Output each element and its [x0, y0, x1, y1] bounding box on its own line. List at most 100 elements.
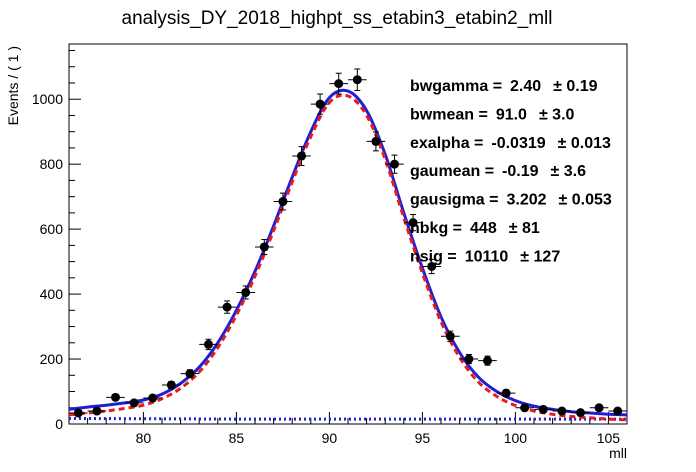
x-tick-label: 85	[229, 430, 245, 446]
param-value: 91.0	[496, 106, 527, 123]
data-marker	[315, 99, 325, 109]
param-value: 3.202	[506, 192, 546, 209]
data-point	[69, 408, 88, 418]
data-point	[403, 214, 423, 232]
x-axis-label: mll	[609, 445, 627, 461]
data-point	[162, 380, 181, 390]
data-marker	[501, 388, 511, 398]
y-axis: 0 200 400 600 800 1000	[32, 49, 81, 432]
param-error: ± 0.19	[553, 78, 597, 95]
fit-parameter-row: nsig = 10110 ± 127	[410, 248, 560, 265]
data-point	[571, 408, 590, 418]
param-value: 10110	[465, 248, 509, 265]
data-marker	[613, 406, 623, 416]
fit-curves	[68, 88, 628, 422]
data-point	[348, 68, 367, 91]
param-name: nsig =	[410, 248, 457, 265]
param-value: -0.0319	[491, 135, 545, 152]
data-marker	[92, 406, 102, 416]
data-point	[292, 146, 311, 166]
x-tick-label: 100	[504, 430, 528, 446]
fit-parameter-row: exalpha = -0.0319 ± 0.013	[410, 135, 611, 152]
param-error: ± 81	[509, 220, 540, 237]
data-marker	[390, 159, 399, 169]
fit-parameter-row: nbkg = 448 ± 81	[410, 220, 540, 237]
data-marker	[148, 393, 158, 403]
data-points	[69, 68, 627, 418]
param-error: ± 0.013	[558, 135, 611, 152]
signal-curve	[68, 93, 628, 422]
data-point	[217, 300, 237, 314]
x-tick-label: 90	[322, 430, 338, 446]
y-tick-label: 1000	[32, 91, 63, 107]
data-marker	[278, 197, 288, 207]
background-curve	[68, 417, 627, 421]
data-point	[273, 192, 293, 211]
param-value: -0.19	[502, 163, 539, 180]
data-point	[552, 406, 572, 416]
param-value: 2.40	[510, 78, 541, 95]
data-marker	[520, 403, 530, 413]
data-point	[329, 72, 348, 95]
fit-parameter-row: gaumean = -0.19 ± 3.6	[410, 163, 586, 180]
data-marker	[73, 408, 83, 418]
y-tick-label: 200	[40, 351, 64, 367]
plot-frame	[68, 43, 628, 425]
data-marker	[483, 356, 492, 366]
data-point	[124, 398, 144, 408]
data-marker	[464, 354, 474, 364]
y-tick-label: 600	[40, 221, 64, 237]
data-marker	[129, 398, 139, 408]
data-marker	[166, 380, 176, 390]
data-point	[515, 403, 534, 413]
data-point	[366, 131, 386, 152]
total-fit-curve	[68, 88, 628, 417]
x-tick-label: 80	[136, 430, 152, 446]
data-marker	[222, 302, 232, 312]
param-error: ± 3.0	[539, 106, 575, 123]
data-marker	[576, 408, 585, 418]
param-error: ± 3.6	[551, 163, 587, 180]
data-point	[478, 355, 497, 366]
data-point	[608, 406, 627, 416]
data-point	[496, 388, 516, 398]
data-point	[534, 404, 553, 414]
data-point	[422, 258, 441, 275]
data-marker	[445, 331, 455, 341]
data-point	[589, 403, 609, 413]
fit-parameters: bwgamma = 2.40 ± 0.19 bwmean = 91.0 ± 3.0 exal…	[410, 78, 612, 265]
x-axis: 80 85 90 95 100 105	[68, 412, 628, 446]
x-tick-label: 95	[415, 430, 431, 446]
data-marker	[352, 75, 362, 85]
data-marker	[408, 218, 418, 228]
data-point	[310, 93, 330, 115]
data-marker	[557, 406, 567, 416]
param-name: bwgamma =	[410, 78, 502, 95]
y-tick-label: 0	[55, 416, 63, 432]
y-axis-label: Events / ( 1 )	[5, 46, 21, 125]
data-marker	[241, 287, 251, 297]
data-marker	[111, 392, 120, 402]
data-point	[441, 330, 460, 343]
data-marker	[259, 242, 269, 252]
data-point	[236, 285, 255, 300]
data-marker	[297, 151, 306, 161]
data-point	[106, 392, 125, 402]
x-tick-label: 105	[597, 430, 621, 446]
data-marker	[204, 339, 213, 349]
data-point	[199, 338, 218, 351]
data-marker	[185, 369, 195, 379]
param-error: ± 0.053	[559, 192, 612, 209]
data-marker	[427, 261, 437, 271]
chart-title: analysis_DY_2018_highpt_ss_etabin3_etabi…	[122, 8, 553, 29]
param-value: 448	[470, 220, 497, 237]
param-name: exalpha =	[410, 135, 483, 152]
param-name: bwmean =	[410, 106, 488, 123]
y-tick-label: 800	[40, 156, 64, 172]
fit-parameter-row: gausigma = 3.202 ± 0.053	[410, 192, 612, 209]
data-point	[87, 406, 107, 416]
data-point	[459, 353, 479, 365]
param-error: ± 127	[520, 248, 560, 265]
data-marker	[538, 404, 548, 414]
